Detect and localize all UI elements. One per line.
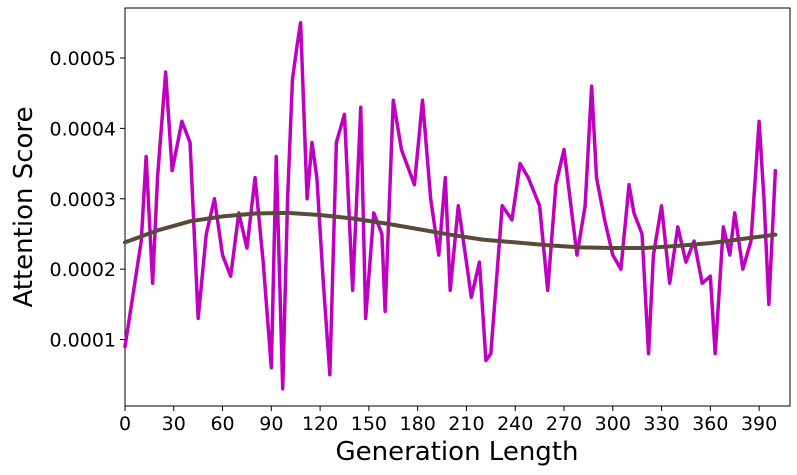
attention-score-line xyxy=(123,21,778,391)
x-axis-ticks: 0 30 60 90 120 150 180 210 240 270 300 330 360 390 xyxy=(119,406,777,435)
trend-curve-line xyxy=(123,210,778,251)
x-tick-label: 210 xyxy=(448,413,484,435)
x-tick-label: 360 xyxy=(692,413,728,435)
x-tick-label: 240 xyxy=(497,413,533,435)
y-tick-label: 0.0004 xyxy=(50,118,116,140)
y-tick-label: 0.0003 xyxy=(50,189,116,211)
x-tick-label: 150 xyxy=(351,413,387,435)
x-tick-label: 390 xyxy=(741,413,777,435)
x-tick-label: 30 xyxy=(162,413,186,435)
y-axis-label: Attention Score xyxy=(9,106,39,307)
y-tick-label: 0.0002 xyxy=(50,259,116,281)
x-tick-label: 90 xyxy=(259,413,283,435)
y-tick-label: 0.0005 xyxy=(50,48,116,70)
plot-area-frame xyxy=(124,7,791,407)
x-tick-label: 120 xyxy=(302,413,338,435)
x-tick-label: 300 xyxy=(595,413,631,435)
x-tick-label: 270 xyxy=(546,413,582,435)
y-axis-ticks: 0.0001 0.0002 0.0003 0.0004 0.0005 xyxy=(50,48,125,352)
x-axis-label: Generation Length xyxy=(336,437,579,467)
series-layer xyxy=(123,21,778,391)
x-tick-label: 180 xyxy=(400,413,436,435)
x-tick-label: 330 xyxy=(643,413,679,435)
x-tick-label: 0 xyxy=(119,413,131,435)
y-tick-label: 0.0001 xyxy=(50,330,116,352)
x-tick-label: 60 xyxy=(210,413,234,435)
